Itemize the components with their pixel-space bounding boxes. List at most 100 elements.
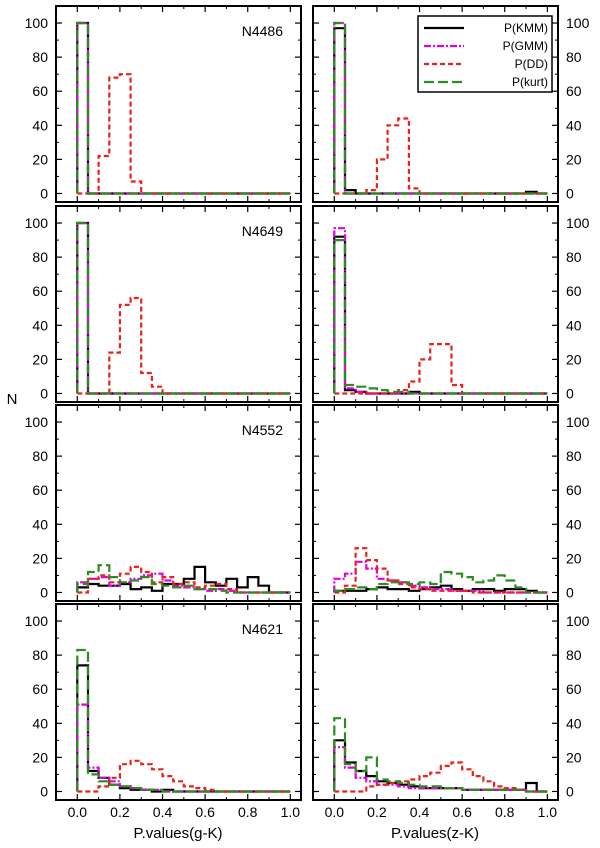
hist-gmm — [76, 21, 291, 195]
series-group — [333, 21, 548, 195]
hist-dd — [334, 547, 548, 594]
y-tick-label: 60 — [32, 283, 48, 299]
legend-label-dd: P(DD) — [515, 57, 548, 71]
panel-frame — [312, 404, 559, 602]
panel-frame — [312, 603, 559, 801]
y-tick-label-right: 40 — [566, 516, 582, 532]
panel-frame — [55, 404, 302, 602]
y-tick-label: 0 — [40, 185, 48, 201]
y-tick-label: 100 — [25, 613, 49, 629]
x-tick-label: 0.4 — [410, 804, 430, 820]
x-tick-label: 1.0 — [538, 804, 558, 820]
y-tick-label: 40 — [32, 516, 48, 532]
x-tick-label: 0.6 — [452, 804, 472, 820]
hist-kurt — [333, 239, 548, 395]
y-tick-label-right: 80 — [566, 49, 582, 65]
y-tick-label-right: 40 — [566, 117, 582, 133]
hist-kurt — [333, 717, 548, 793]
y-tick-label: 0 — [40, 584, 48, 600]
y-tick-label-right: 80 — [566, 647, 582, 663]
panel-frame — [312, 5, 559, 203]
panel-n4552-g-K: 0 20 40 60 80 100 N4552 — [25, 404, 302, 602]
y-tick-label-right: 0 — [566, 385, 574, 401]
y-tick-label-right: 20 — [566, 550, 582, 566]
x-axis-label-gk: P.values(g-K) — [134, 825, 223, 842]
y-tick-label: 20 — [32, 550, 48, 566]
y-tick-label: 20 — [32, 749, 48, 765]
y-tick-label-right: 60 — [566, 482, 582, 498]
y-tick-label: 0 — [40, 783, 48, 799]
y-tick-label-right: 0 — [566, 584, 574, 600]
y-tick-label: 60 — [32, 482, 48, 498]
x-axis-label-zk: P.values(z-K) — [391, 825, 479, 842]
galaxy-label: N4552 — [242, 422, 283, 438]
legend-label-gmm: P(GMM) — [503, 39, 548, 53]
x-tick-label: 1.0 — [281, 804, 301, 820]
hist-kurt — [333, 21, 548, 195]
hist-dd — [334, 343, 548, 395]
legend: P(KMM) P(GMM) P(DD) P(kurt) — [417, 15, 553, 93]
y-tick-label: 40 — [32, 317, 48, 333]
galaxy-label: N4486 — [242, 23, 283, 39]
hist-gmm — [333, 227, 548, 395]
y-tick-label-right: 20 — [566, 351, 582, 367]
panel-row3-z-K: 0.0 0.2 0.4 0.6 0.8 1.0 0 20 40 60 80 100 — [312, 603, 590, 820]
hist-kmm — [333, 235, 548, 395]
hist-kurt — [333, 570, 548, 594]
y-tick-label-right: 60 — [566, 681, 582, 697]
hist-dd — [77, 73, 291, 195]
hist-kurt — [76, 648, 291, 793]
y-tick-label-right: 100 — [566, 15, 590, 31]
panel-n4486-g-K: 0 20 40 60 80 100 N4486 — [25, 5, 302, 203]
y-tick-label-right: 20 — [566, 749, 582, 765]
y-tick-label-right: 100 — [566, 613, 590, 629]
x-tick-label: 0.8 — [238, 804, 258, 820]
hist-dd — [334, 117, 548, 195]
y-tick-label-right: 60 — [566, 283, 582, 299]
y-tick-label: 100 — [25, 414, 49, 430]
y-tick-label: 80 — [32, 49, 48, 65]
y-tick-label: 20 — [32, 151, 48, 167]
y-tick-label: 80 — [32, 249, 48, 265]
y-tick-label-right: 100 — [566, 215, 590, 231]
hist-kmm — [76, 21, 291, 195]
y-tick-label-right: 0 — [566, 783, 574, 799]
panel-n4649-g-K: 0 20 40 60 80 100 N4649 — [25, 205, 302, 403]
series-group — [76, 221, 291, 395]
panel-row1-z-K: 0 20 40 60 80 100 — [312, 205, 590, 403]
hist-dd — [334, 761, 548, 793]
y-axis-label: N — [7, 391, 18, 408]
y-tick-label-right: 100 — [566, 414, 590, 430]
series-group — [76, 648, 291, 793]
panel-frame — [55, 5, 302, 203]
panel-n4621-g-K: 0.0 0.2 0.4 0.6 0.8 1.0 0 20 40 60 80 100 N4621 — [25, 603, 302, 820]
y-tick-label: 40 — [32, 117, 48, 133]
x-tick-label: 0.6 — [195, 804, 215, 820]
legend-label-kurt: P(kurt) — [512, 75, 548, 89]
y-tick-label-right: 0 — [566, 185, 574, 201]
x-tick-label: 0.2 — [367, 804, 387, 820]
y-tick-label-right: 40 — [566, 715, 582, 731]
hist-kurt — [76, 564, 291, 594]
y-tick-label: 0 — [40, 385, 48, 401]
x-tick-label: 0.4 — [153, 804, 173, 820]
y-tick-label: 40 — [32, 715, 48, 731]
y-tick-label: 60 — [32, 83, 48, 99]
x-tick-label: 0.0 — [68, 804, 88, 820]
series-group — [333, 717, 548, 793]
y-tick-label: 100 — [25, 15, 49, 31]
hist-dd — [77, 565, 291, 594]
series-group — [76, 564, 291, 594]
series-group — [333, 547, 548, 594]
y-tick-label: 80 — [32, 448, 48, 464]
hist-kmm — [76, 664, 291, 793]
series-group — [76, 21, 291, 195]
y-tick-label-right: 20 — [566, 151, 582, 167]
x-tick-label: 0.2 — [110, 804, 130, 820]
y-tick-label: 20 — [32, 351, 48, 367]
series-group — [333, 227, 548, 395]
hist-kurt — [76, 21, 291, 195]
galaxy-label: N4649 — [242, 223, 283, 239]
y-tick-label-right: 80 — [566, 448, 582, 464]
